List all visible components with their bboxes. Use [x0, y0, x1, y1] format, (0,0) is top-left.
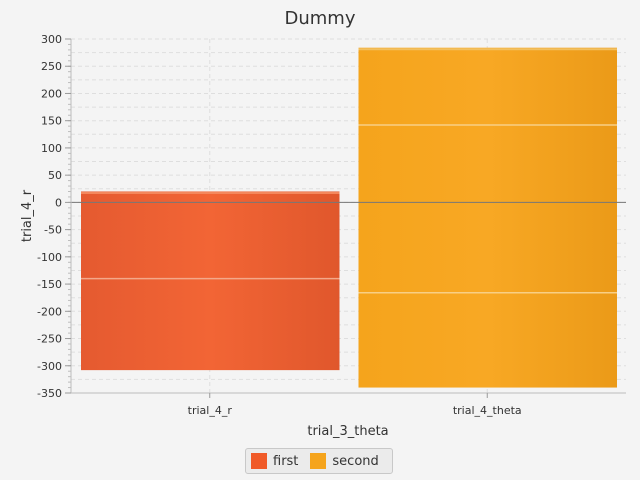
y-tick-label: -200: [37, 305, 62, 318]
y-tick-label: 300: [41, 33, 62, 46]
legend-item-second[interactable]: second: [310, 453, 379, 469]
y-tick-label: 0: [55, 196, 62, 209]
y-tick-label: 100: [41, 142, 62, 155]
y-tick-label: 200: [41, 87, 62, 100]
y-tick-label: 250: [41, 60, 62, 73]
legend-label-first: first: [273, 453, 299, 469]
y-tick-label: -250: [37, 333, 62, 346]
y-tick-label: -150: [37, 278, 62, 291]
y-tick-label: -100: [37, 251, 62, 264]
y-tick-label: 50: [48, 169, 62, 182]
chart-title: Dummy: [285, 8, 356, 29]
y-tick-label: -350: [37, 387, 62, 400]
legend-label-second: second: [332, 453, 379, 469]
legend-swatch-first: [251, 453, 267, 469]
x-axis-label: trial_3_theta: [307, 424, 388, 439]
legend-item-first[interactable]: first: [251, 453, 298, 469]
y-axis-label: trial_4_r: [20, 189, 35, 242]
bar-layer: [81, 47, 617, 388]
axis-layer: 300 250 200 150 100 50 0 -50 -100 -150 -200 -250 -30…: [37, 33, 626, 417]
bar-first: [81, 191, 340, 371]
bar-second: [358, 47, 617, 388]
x-tick-label: trial_4_r: [188, 404, 233, 417]
y-tick-label: -50: [44, 224, 62, 237]
y-tick-label: -300: [37, 360, 62, 373]
legend: first second: [245, 448, 393, 474]
y-tick-label: 150: [41, 115, 62, 128]
legend-swatch-second: [310, 453, 327, 469]
x-tick-label: trial_4_theta: [453, 404, 522, 417]
